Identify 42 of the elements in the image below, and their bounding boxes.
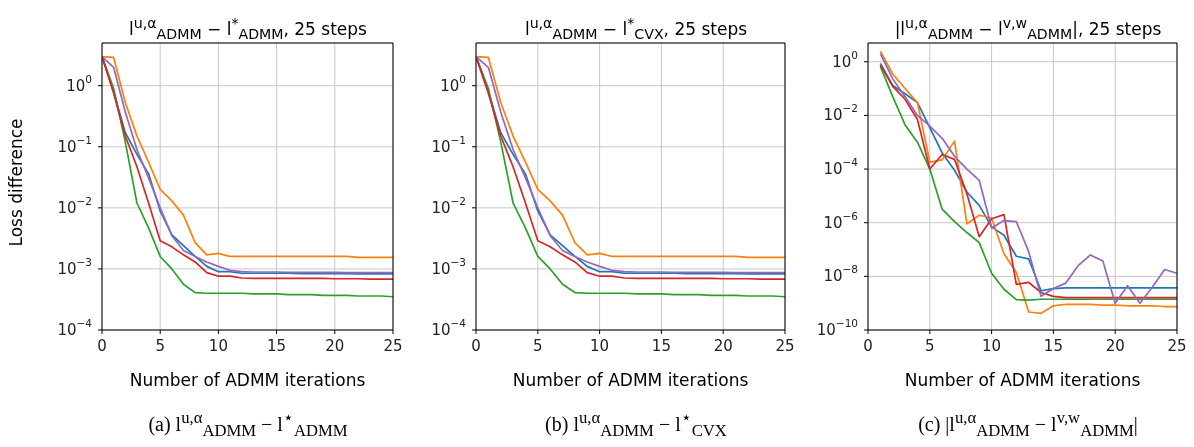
x-tick-label: 0: [97, 336, 107, 355]
chart-title: l$^{u,α}$$_{ADMM}$ − l$^{*}$$_{CVX}$, 25 steps: [523, 14, 749, 43]
y-tick-label: 10$^{−4}$: [57, 317, 93, 339]
x-tick-label: 15: [267, 336, 287, 355]
x-tick-label: 10: [590, 336, 610, 355]
y-tick-label: 10$^{−4}$: [431, 317, 467, 339]
x-axis-title: Number of ADMM iterations: [129, 370, 366, 390]
text: (c) |l$^{u,α}$$_{ADMM}$ − l$^{v,w}$$_{ADMM}$|: [917, 408, 1139, 441]
y-tick-label: 10$^{−2}$: [57, 194, 92, 217]
y-axis-title: Loss difference: [6, 118, 27, 247]
x-tick-label: 15: [1043, 336, 1063, 355]
x-tick-label: 15: [651, 336, 671, 355]
x-tick-label: 10: [208, 336, 228, 355]
x-tick-label: 0: [471, 336, 481, 355]
y-tick-label: 10$^{−10}$: [816, 317, 858, 339]
chart-title: |l$^{u,α}$$_{ADMM}$ − l$^{v,w}$$_{ADMM}$|, 25 steps: [893, 14, 1163, 43]
x-tick-label: 20: [325, 336, 345, 355]
x-tick-label: 25: [775, 336, 795, 355]
x-tick-label: 20: [713, 336, 733, 355]
x-tick-label: 10: [982, 336, 1002, 355]
x-tick-label: 5: [155, 336, 165, 355]
y-tick-label: 10$^{−2}$: [431, 194, 466, 217]
y-tick-label: 10$^{0}$: [832, 48, 858, 71]
chart-title: l$^{u,α}$$_{ADMM}$ − l$^{*}$$_{ADMM}$, 25 steps: [128, 14, 368, 43]
y-tick-label: 10$^{0}$: [66, 72, 92, 95]
y-tick-label: 10$^{−4}$: [823, 156, 859, 178]
y-tick-label: 10$^{−2}$: [823, 102, 858, 124]
y-tick-label: 10$^{−1}$: [431, 133, 466, 156]
x-tick-label: 5: [925, 336, 935, 355]
x-tick-label: 25: [1167, 336, 1187, 355]
y-tick-label: 10$^{−8}$: [823, 263, 858, 285]
x-tick-label: 20: [1105, 336, 1125, 355]
y-tick-label: 10$^{−6}$: [823, 209, 859, 232]
x-tick-label: 0: [863, 336, 873, 355]
x-tick-label: 5: [533, 336, 543, 355]
x-axis-title: Number of ADMM iterations: [904, 370, 1141, 390]
y-tick-label: 10$^{0}$: [440, 72, 466, 95]
x-axis-title: Number of ADMM iterations: [512, 370, 749, 390]
x-tick-label: 25: [383, 336, 403, 355]
y-tick-label: 10$^{−3}$: [57, 255, 92, 278]
y-tick-label: 10$^{−3}$: [431, 255, 466, 278]
y-tick-label: 10$^{−1}$: [57, 133, 92, 156]
